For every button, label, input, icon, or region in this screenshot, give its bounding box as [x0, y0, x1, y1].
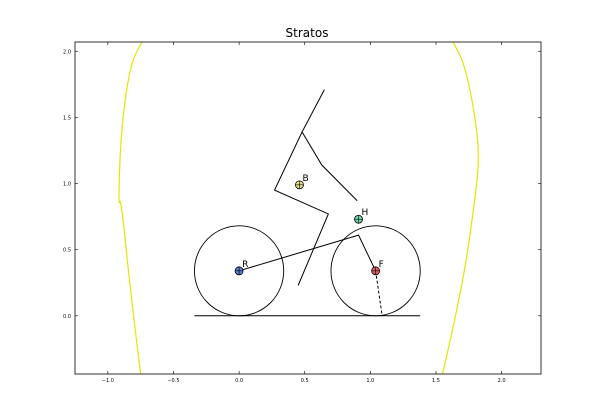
- fork-dashed-line: [375, 270, 383, 316]
- boundary-curve-2: [441, 42, 479, 374]
- x-tick-label: 0.5: [301, 378, 309, 384]
- front-wheel: [330, 225, 421, 317]
- x-tick-label: 0.0: [235, 378, 243, 384]
- boundary-curve-1: [118, 42, 143, 374]
- x-tick-label: 1.0: [366, 378, 374, 384]
- plot-frame: [74, 41, 542, 375]
- rear-wheel: [194, 225, 285, 317]
- x-tick-label: 2.0: [498, 378, 506, 384]
- y-tick-label: 1.5: [63, 115, 71, 121]
- y-tick-label: 0.5: [63, 248, 71, 254]
- point-R-label: R: [242, 260, 248, 270]
- y-tick-label: 2.0: [63, 49, 71, 55]
- y-tick-label: 1.0: [63, 182, 71, 188]
- x-tick-label: −0.5: [167, 378, 179, 384]
- point-F-label: F: [379, 260, 384, 270]
- point-H-label: H: [362, 208, 369, 218]
- y-tick-label: 0.0: [63, 314, 71, 320]
- bike-frame: [238, 234, 377, 272]
- rider-upper-line: [301, 89, 325, 133]
- x-tick-label: 1.5: [432, 378, 440, 384]
- point-B-label: B: [302, 174, 308, 184]
- x-tick-label: −1.0: [102, 378, 114, 384]
- chart-title: Stratos: [286, 26, 329, 40]
- rider-body: [273, 130, 358, 286]
